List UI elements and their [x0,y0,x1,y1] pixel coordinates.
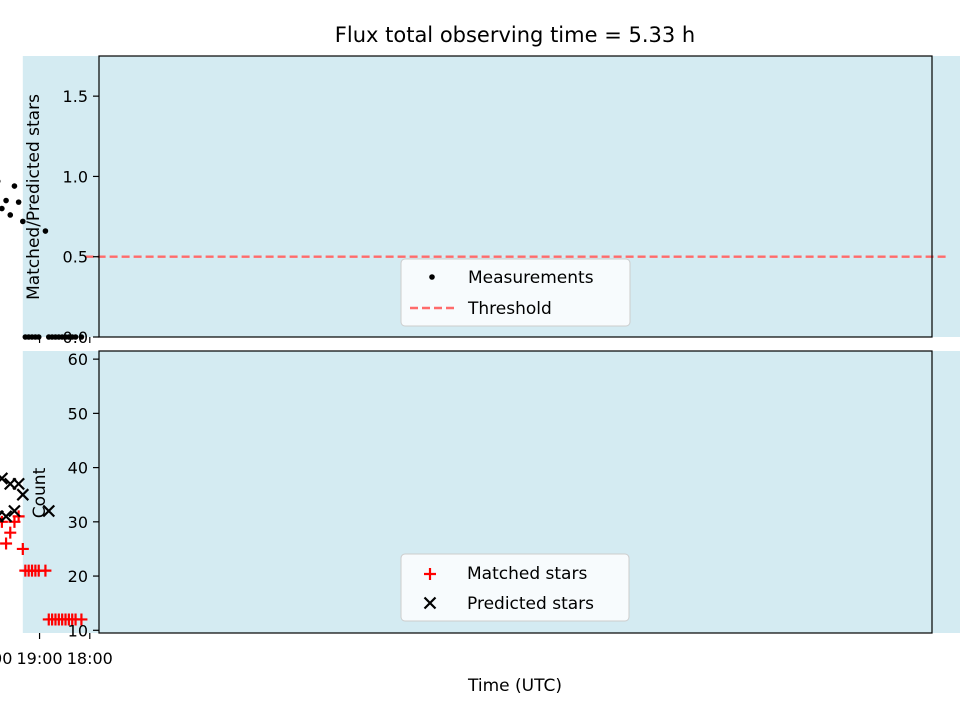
predicted-star-point [3,477,17,491]
count-y-tick-label: 50 [68,404,88,423]
matched-star-point [19,564,32,577]
matched-star-point [4,526,17,539]
legend-measurements-label: Measurements [468,268,594,288]
ratio-plot-frame [98,55,933,338]
legend-threshold-label: Threshold [467,299,552,319]
count-plot-frame [98,350,933,634]
legend-cross [423,596,437,610]
measurement-point [0,179,1,183]
measurement-point [22,334,29,340]
count-y-axis-label: Count [30,467,50,518]
legend-measurements-marker [429,274,435,280]
time-x-tick-label: 18:00 [67,649,113,668]
measurement-point [3,197,9,204]
predicted-star-point [8,504,21,518]
measurement-point [11,183,18,189]
count-legend-box [400,553,630,622]
predicted-star-point [42,504,56,518]
ratio-y-tick-label: 0.0 [63,328,88,347]
ratio-legend: Measurements Threshold [400,258,631,327]
count-y-tick-label: 60 [68,350,88,369]
ratio-y-tick-label: 1.0 [63,167,88,186]
matched-star-point [42,613,55,626]
predicted-star-point [0,510,4,523]
measurement-point [7,212,14,218]
time-x-tick-label: 20:00 [0,649,12,668]
count-y-tick-label: 40 [68,459,88,478]
legend-matched-marker [424,568,436,580]
x-axis-label: Time (UTC) [467,676,562,696]
chart-title: Flux total observing time = 5.33 h [335,23,695,47]
measurement-point [20,218,26,225]
legend-predicted-marker [423,596,437,610]
time-x-tick-label: 19:00 [17,649,63,668]
ratio-panel: 0.0 0.5 1.0 1.5 Matched/Predicted stars Mea… [0,55,960,347]
legend-matched-label: Matched stars [467,564,587,584]
measurement-point [15,199,22,205]
ratio-y-tick-label: 1.5 [63,87,88,106]
count-y-tick-label: 20 [68,567,88,586]
ratio-y-axis-label: Matched/Predicted stars [24,94,44,300]
matched-star-point [16,542,29,555]
predicted-stars-series [0,472,56,523]
measurements-series [0,179,85,340]
matched-stars-series [0,510,88,626]
ratio-y-axis: 0.0 0.5 1.0 1.5 [63,87,99,347]
count-y-axis: 10 20 30 40 50 60 [68,350,99,640]
legend-plus [424,568,436,580]
count-y-tick-label: 30 [68,513,88,532]
legend-predicted-label: Predicted stars [467,594,594,614]
count-y-tick-label: 10 [68,621,88,640]
ratio-y-tick-label: 0.5 [63,248,88,267]
measurement-point [78,334,85,340]
matched-star-point [0,537,13,550]
predicted-star-point [16,488,30,501]
measurement-point [42,228,49,234]
ratio-x-axis [38,337,91,343]
ratio-legend-box [400,258,631,327]
predicted-star-point [0,472,9,485]
count-legend: Matched stars Predicted stars [400,553,630,622]
measurement-point [0,205,5,212]
measurement-point [45,334,52,340]
